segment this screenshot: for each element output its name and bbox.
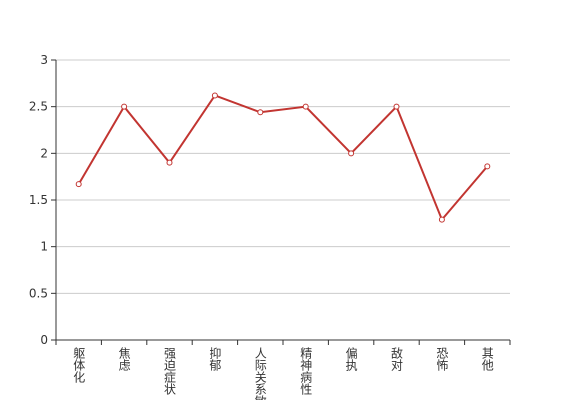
x-tick-label: 精神病性 [299, 347, 313, 396]
data-line [77, 94, 489, 222]
y-tick-label: 0 [40, 333, 48, 347]
y-tick-label: 0.5 [29, 286, 48, 300]
data-point [121, 103, 128, 110]
x-tick-label: 其他 [480, 347, 494, 371]
data-point [257, 109, 264, 116]
x-tick-label: 人际关系敏感 [253, 347, 267, 400]
y-tick-label: 2 [40, 146, 48, 160]
data-point [393, 103, 400, 110]
x-tick-label: 抑郁 [208, 346, 222, 372]
data-point [211, 92, 218, 99]
data-point [166, 159, 173, 166]
data-point [438, 216, 445, 223]
x-tick-label: 强迫症状 [163, 347, 177, 395]
data-point [75, 181, 82, 188]
data-point [484, 163, 491, 170]
data-point [348, 150, 355, 157]
x-tick-label: 敌对 [390, 346, 404, 371]
y-tick-label: 2.5 [29, 100, 48, 114]
y-tick-label: 1 [40, 240, 48, 254]
x-tick-label: 偏执 [344, 346, 358, 372]
data-point [302, 103, 309, 110]
x-tick-label: 焦虑 [117, 347, 131, 371]
x-tick-label: 躯体化 [72, 346, 86, 384]
y-tick-label: 1.5 [29, 193, 48, 207]
x-tick-label: 恐怖 [435, 347, 449, 371]
y-tick-label: 3 [40, 53, 48, 67]
